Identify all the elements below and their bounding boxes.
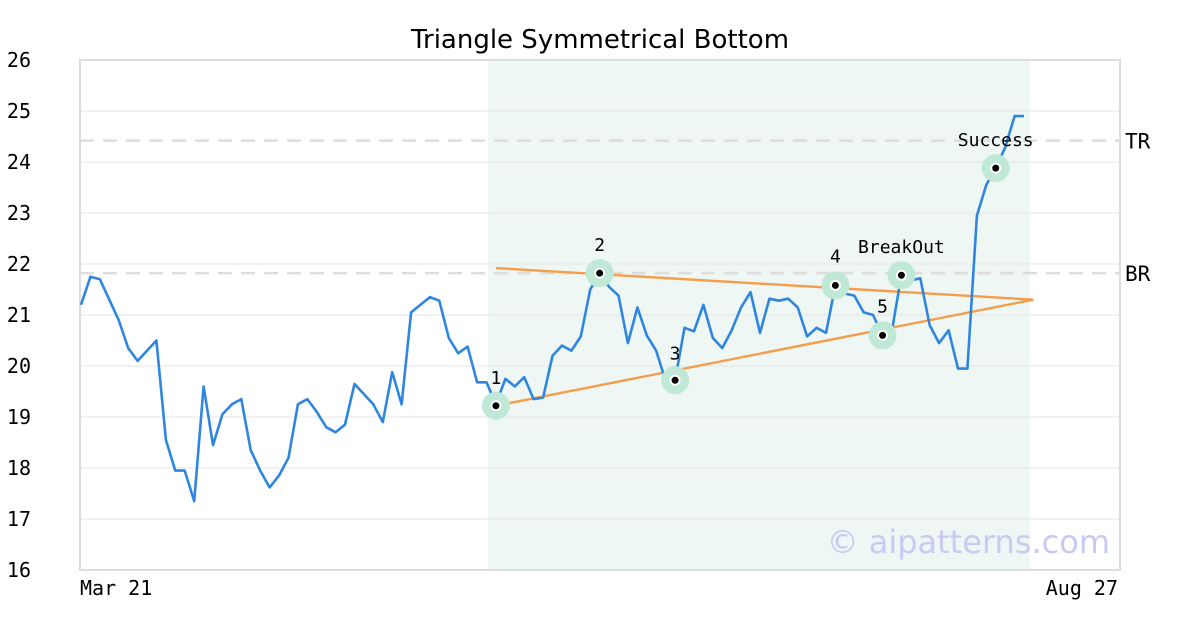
point-marker-4	[829, 279, 841, 291]
y-tick-label: 19	[7, 405, 31, 429]
price-line	[79, 114, 1024, 503]
trendline-upper	[495, 266, 1034, 301]
point-label-1: 1	[490, 368, 501, 389]
pattern-points: 1 2 3 4 5 BreakOut Success	[481, 130, 1034, 420]
trendlines	[495, 266, 1034, 407]
trendline-lower	[495, 298, 1034, 407]
y-axis: 16 17 18 19 20 21 22 23 24 25 26	[7, 48, 31, 582]
x-tick-label-end: Aug 27	[1046, 576, 1118, 600]
point-marker-1	[490, 400, 502, 412]
y-tick-label: 24	[7, 150, 31, 174]
x-tick-label-start: Mar 21	[80, 576, 152, 600]
point-label-3: 3	[670, 343, 681, 364]
point-marker-5	[877, 329, 889, 341]
plot-frame	[79, 59, 1121, 571]
point-label-4: 4	[830, 246, 841, 267]
reference-label-br: BR	[1125, 262, 1151, 286]
point-marker-breakout	[895, 269, 907, 281]
chart-title: Triangle Symmetrical Bottom	[410, 25, 789, 55]
point-marker-success	[990, 162, 1002, 174]
y-tick-label: 18	[7, 456, 31, 480]
y-tick-label: 23	[7, 201, 31, 225]
point-label-2: 2	[594, 235, 605, 256]
point-marker-2	[594, 267, 606, 279]
reference-label-tr: TR	[1125, 130, 1151, 154]
point-label-success: Success	[958, 130, 1034, 151]
point-label-breakout: BreakOut	[858, 237, 945, 258]
y-tick-label: 25	[7, 99, 31, 123]
y-tick-label: 16	[7, 558, 31, 582]
y-tick-label: 17	[7, 507, 31, 531]
point-label-5: 5	[877, 296, 888, 317]
y-tick-label: 21	[7, 303, 31, 327]
watermark: © aipatterns.com	[827, 523, 1110, 561]
y-tick-label: 20	[7, 354, 31, 378]
y-tick-label: 26	[7, 48, 31, 72]
y-tick-label: 22	[7, 252, 31, 276]
point-marker-3	[669, 374, 681, 386]
